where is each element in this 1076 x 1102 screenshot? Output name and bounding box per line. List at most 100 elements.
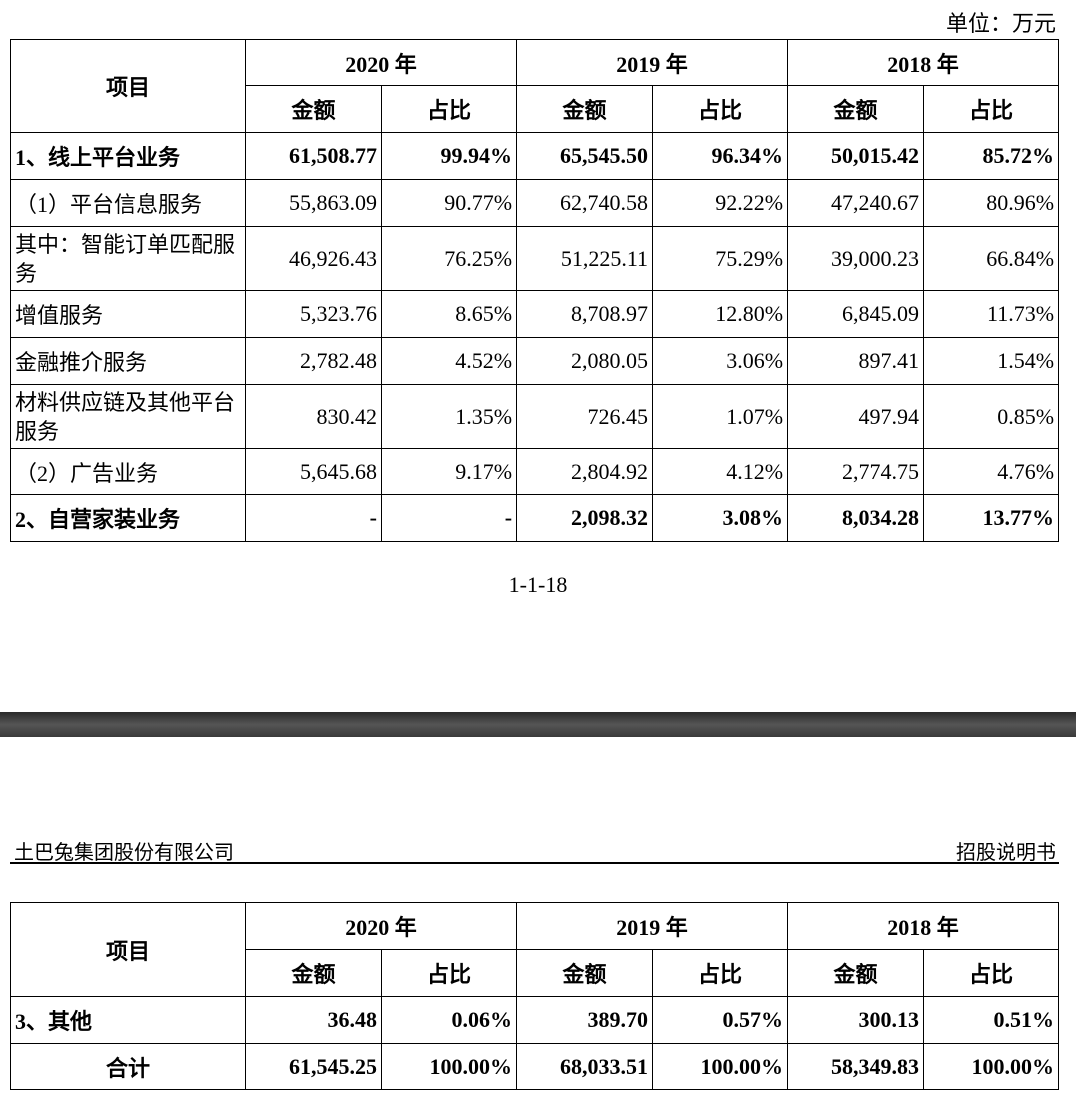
ratio-cell: 1.35% xyxy=(380,384,518,449)
ratio-cell: 0.06% xyxy=(380,996,518,1044)
amount-cell: 39,000.23 xyxy=(787,226,925,291)
ratio-cell: 4.52% xyxy=(380,337,518,385)
ratio-cell: 96.34% xyxy=(652,132,789,180)
ratio-cell: 11.73% xyxy=(923,290,1060,338)
row-label: 增值服务 xyxy=(10,290,246,338)
row-label: 合计 xyxy=(10,1043,246,1090)
amount-cell: 6,845.09 xyxy=(787,290,925,338)
amount-cell: 2,080.05 xyxy=(516,337,654,385)
table-row: 其中：智能订单匹配服务 46,926.43 76.25% 51,225.11 75.29… xyxy=(10,226,1060,291)
amount-cell: 62,740.58 xyxy=(516,179,654,227)
ratio-cell: 90.77% xyxy=(380,179,518,227)
amount-cell: 47,240.67 xyxy=(787,179,925,227)
ratio-cell: 13.77% xyxy=(923,494,1060,542)
page-divider xyxy=(0,712,1076,737)
amount-cell: 8,708.97 xyxy=(516,290,654,338)
ratio-cell: 8.65% xyxy=(380,290,518,338)
header-ratio: 占比 xyxy=(380,949,518,997)
row-label: 1、线上平台业务 xyxy=(10,132,246,180)
amount-cell: 61,545.25 xyxy=(245,1043,382,1090)
amount-cell: 2,098.32 xyxy=(516,494,654,542)
header-year-2020: 2020 年 xyxy=(244,39,518,86)
ratio-cell: 4.76% xyxy=(923,448,1060,495)
amount-cell: 68,033.51 xyxy=(516,1043,654,1090)
page-number: 1-1-18 xyxy=(508,572,568,597)
amount-cell: 36.48 xyxy=(245,996,382,1044)
amount-cell: 2,804.92 xyxy=(516,448,654,495)
header-ratio: 占比 xyxy=(923,949,1060,997)
ratio-cell: 0.51% xyxy=(923,996,1060,1044)
table-row: （2）广告业务 5,645.68 9.17% 2,804.92 4.12% 2,774.7… xyxy=(10,448,1060,495)
amount-cell: 50,015.42 xyxy=(787,132,925,180)
row-label: 2、自营家装业务 xyxy=(10,494,246,542)
amount-cell: 5,323.76 xyxy=(245,290,382,338)
ratio-cell: 75.29% xyxy=(652,226,789,291)
amount-cell: 830.42 xyxy=(245,384,382,449)
table-row: 3、其他 36.48 0.06% 389.70 0.57% 300.13 0.51% xyxy=(10,996,1060,1044)
table-row: 合计 61,545.25 100.00% 68,033.51 100.00% 58,349… xyxy=(10,1043,1060,1090)
revenue-table-part1: 项目 2020 年 2019 年 2018 年 金额 占比 金额 占比 金额 占… xyxy=(10,39,1060,542)
amount-cell: 65,545.50 xyxy=(516,132,654,180)
ratio-cell: 99.94% xyxy=(380,132,518,180)
header-ratio: 占比 xyxy=(652,85,789,133)
amount-cell: 300.13 xyxy=(787,996,925,1044)
amount-cell: 497.94 xyxy=(787,384,925,449)
header-year-2020: 2020 年 xyxy=(244,902,518,950)
ratio-cell: 3.08% xyxy=(652,494,789,542)
header-year-2018: 2018 年 xyxy=(787,902,1060,950)
document-type: 招股说明书 xyxy=(956,842,1056,864)
ratio-cell: 100.00% xyxy=(923,1043,1060,1090)
ratio-cell: 1.07% xyxy=(652,384,789,449)
row-label: （2）广告业务 xyxy=(10,448,246,495)
ratio-cell: 92.22% xyxy=(652,179,789,227)
amount-cell: 5,645.68 xyxy=(245,448,382,495)
header-amount: 金额 xyxy=(787,85,925,133)
header-amount: 金额 xyxy=(787,949,925,997)
amount-cell: 55,863.09 xyxy=(245,179,382,227)
amount-cell: 389.70 xyxy=(516,996,654,1044)
company-name: 土巴兔集团股份有限公司 xyxy=(14,842,234,864)
header-amount: 金额 xyxy=(245,85,382,133)
ratio-cell: 76.25% xyxy=(380,226,518,291)
header-item: 项目 xyxy=(10,902,246,997)
amount-cell: 2,782.48 xyxy=(245,337,382,385)
ratio-cell: 3.06% xyxy=(652,337,789,385)
header-ratio: 占比 xyxy=(652,949,789,997)
ratio-cell: 0.57% xyxy=(652,996,789,1044)
ratio-cell: 66.84% xyxy=(923,226,1060,291)
revenue-table-part2: 项目 2020 年 2019 年 2018 年 金额 占比 金额 占比 金额 占… xyxy=(10,902,1060,1090)
amount-cell: 8,034.28 xyxy=(787,494,925,542)
header-year-2018: 2018 年 xyxy=(787,39,1060,86)
header-year-2019: 2019 年 xyxy=(516,902,789,950)
unit-label: 单位：万元 xyxy=(945,11,1056,36)
row-label: 3、其他 xyxy=(10,996,246,1044)
amount-cell: 2,774.75 xyxy=(787,448,925,495)
table-row: 1、线上平台业务 61,508.77 99.94% 65,545.50 96.34% 50… xyxy=(10,132,1060,180)
header-year-2019: 2019 年 xyxy=(516,39,789,86)
row-label: 材料供应链及其他平台服务 xyxy=(10,384,246,449)
row-label: （1）平台信息服务 xyxy=(10,179,246,227)
table-row: 增值服务 5,323.76 8.65% 8,708.97 12.80% 6,845.09 1… xyxy=(10,290,1060,338)
amount-cell: 61,508.77 xyxy=(245,132,382,180)
ratio-cell: 0.85% xyxy=(923,384,1060,449)
ratio-cell: 100.00% xyxy=(652,1043,789,1090)
ratio-cell: 85.72% xyxy=(923,132,1060,180)
header-ratio: 占比 xyxy=(380,85,518,133)
header-ratio: 占比 xyxy=(923,85,1060,133)
header-amount: 金额 xyxy=(516,949,654,997)
table-row: （1）平台信息服务 55,863.09 90.77% 62,740.58 92.22% 4… xyxy=(10,179,1060,227)
table-row: 2、自营家装业务 - -2,098.32 3.08% 8,034.28 13.77% xyxy=(10,494,1060,542)
row-label: 金融推介服务 xyxy=(10,337,246,385)
header-amount: 金额 xyxy=(516,85,654,133)
ratio-cell: 80.96% xyxy=(923,179,1060,227)
amount-cell: 897.41 xyxy=(787,337,925,385)
amount-cell: 58,349.83 xyxy=(787,1043,925,1090)
ratio-cell: 100.00% xyxy=(380,1043,518,1090)
ratio-cell: - xyxy=(380,494,518,542)
header-rule xyxy=(10,862,1059,864)
header-item: 项目 xyxy=(10,39,246,133)
ratio-cell: 9.17% xyxy=(380,448,518,495)
ratio-cell: 4.12% xyxy=(652,448,789,495)
ratio-cell: 1.54% xyxy=(923,337,1060,385)
ratio-cell: 12.80% xyxy=(652,290,789,338)
